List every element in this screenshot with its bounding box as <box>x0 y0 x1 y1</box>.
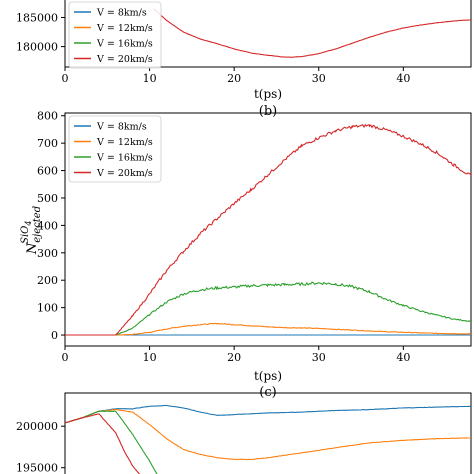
y-label-sub: ejected <box>32 206 43 243</box>
y-label-sup: SiO <box>20 226 31 244</box>
plot-frame-middle <box>64 112 472 347</box>
top-legend-box <box>68 1 162 69</box>
mid-y-tick-label-6: 600 <box>37 165 58 178</box>
mid-legend-label-3: V = 16km/s <box>96 153 153 164</box>
mid-y-tick-label-4: 400 <box>37 219 58 232</box>
mid-series-line-2 <box>65 322 471 336</box>
mid-legend-label-1: V = 8km/s <box>96 122 147 133</box>
y-axis-label-middle: NejectedSiO4 <box>20 206 43 255</box>
svg-text:NejectedSiO4: NejectedSiO4 <box>20 206 43 255</box>
legend-middle: V = 8km/s V = 12km/s V = 16km/s V = 20km/s <box>68 115 162 183</box>
chart-panel-bottom: 195000 200000 <box>16 392 472 474</box>
top-x-tick-label-1: 10 <box>143 72 157 85</box>
mid-legend-box <box>68 115 162 183</box>
x-axis-label-top: t(ps) <box>254 87 282 101</box>
top-x-tick-label-4: 40 <box>396 72 410 85</box>
bot-series-line-4 <box>65 413 141 474</box>
bot-series-line-2 <box>65 408 471 461</box>
mid-y-tick-label-1: 100 <box>37 302 58 315</box>
top-x-tick-label-3: 30 <box>312 72 326 85</box>
top-y-tick-label-0: 180000 <box>16 41 58 54</box>
mid-x-tick-label-3: 30 <box>312 351 326 364</box>
top-legend-label-2: V = 12km/s <box>96 23 153 34</box>
panel-label-b: (b) <box>259 104 277 119</box>
plot-frame-bottom <box>64 392 472 474</box>
top-legend-label-3: V = 16km/s <box>96 39 153 50</box>
mid-x-tick-label-1: 10 <box>143 351 157 364</box>
mid-y-tick-label-2: 200 <box>37 274 58 287</box>
mid-y-tick-label-3: 300 <box>37 247 58 260</box>
mid-y-tick-label-0: 0 <box>51 329 58 342</box>
mid-series-line-4 <box>65 123 471 336</box>
mid-y-tick-label-5: 500 <box>37 192 58 205</box>
mid-legend-label-4: V = 20km/s <box>96 168 153 179</box>
mid-series-line-3 <box>65 281 471 336</box>
legend-top: V = 8km/s V = 12km/s V = 16km/s V = 20km/s <box>68 1 162 69</box>
top-y-tick-label-1: 185000 <box>16 11 58 24</box>
y-label-main: N <box>25 242 40 255</box>
mid-x-tick-label-2: 20 <box>227 351 241 364</box>
mid-x-tick-label-0: 0 <box>62 351 69 364</box>
top-series-line-4 <box>153 8 471 58</box>
top-x-tick-label-2: 20 <box>227 72 241 85</box>
chart-panel-top: 0 10 20 30 40 180000 185000 V = 8km/s V = 12km/… <box>16 0 472 119</box>
top-legend-label-4: V = 20km/s <box>96 54 153 65</box>
plot-frame-top <box>64 0 472 68</box>
mid-y-tick-label-8: 800 <box>37 110 58 123</box>
bot-series-line-1 <box>65 404 471 424</box>
top-x-tick-label-0: 0 <box>62 72 69 85</box>
mid-y-tick-label-7: 700 <box>37 137 58 150</box>
y-label-sup-sub: 4 <box>24 221 33 227</box>
bot-y-tick-label-0: 195000 <box>16 462 58 474</box>
mid-x-tick-label-4: 40 <box>396 351 410 364</box>
x-axis-label-middle: t(ps) <box>254 369 282 383</box>
bot-y-tick-label-1: 200000 <box>16 420 58 433</box>
top-legend-label-1: V = 8km/s <box>96 8 147 19</box>
mid-legend-label-2: V = 12km/s <box>96 137 153 148</box>
